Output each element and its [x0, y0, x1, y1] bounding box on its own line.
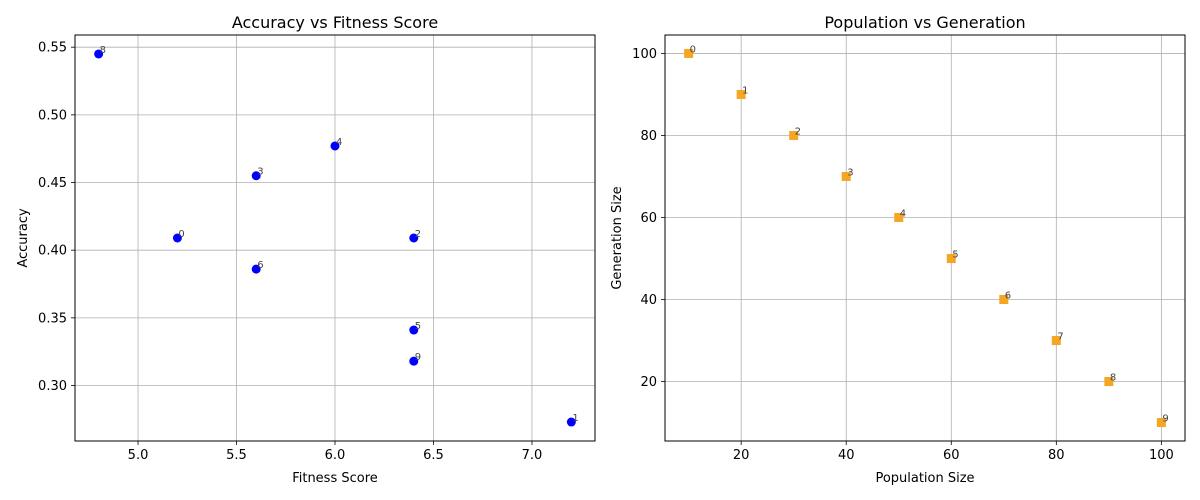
y-ticks: 0.30 0.35 0.40 0.45 0.50 0.55 [38, 41, 75, 394]
point-label: 4 [900, 208, 906, 219]
y-tick-label: 20 [640, 375, 657, 390]
point-label: 0 [178, 229, 184, 240]
point-label: 1 [742, 85, 748, 96]
point-label: 2 [795, 126, 801, 137]
y-tick-label: 0.40 [38, 244, 67, 259]
data-point [1156, 418, 1166, 428]
point-label: 7 [1057, 332, 1063, 343]
data-point [409, 325, 419, 335]
grid [665, 35, 1185, 441]
x-tick-label: 6.0 [325, 448, 346, 463]
plot-frame [74, 34, 596, 442]
x-axis-label: Population Size [875, 471, 974, 486]
x-tick-label: 80 [1048, 448, 1065, 463]
data-point [841, 171, 851, 181]
y-tick-label: 0.45 [38, 176, 67, 191]
data-point [1051, 336, 1061, 346]
data-point [94, 49, 104, 59]
x-axis-label: Fitness Score [292, 471, 378, 486]
chart-title: Population vs Generation [824, 13, 1025, 32]
point-label: 6 [257, 260, 263, 271]
plot-frame [664, 34, 1186, 442]
point-label: 3 [257, 167, 263, 178]
y-tick-label: 60 [640, 211, 657, 226]
x-tick-label: 60 [943, 448, 960, 463]
x-tick-label: 6.5 [423, 448, 444, 463]
point-label: 1 [572, 413, 578, 424]
point-label: 2 [415, 229, 421, 240]
x-tick-label: 20 [733, 448, 750, 463]
point-label: 9 [415, 352, 421, 363]
y-tick-label: 40 [640, 293, 657, 308]
x-ticks: 20 40 60 80 100 [733, 441, 1174, 463]
y-ticks: 20 40 60 80 100 [632, 47, 665, 390]
point-label: 8 [1110, 373, 1116, 384]
data-point [251, 264, 261, 274]
point-label: 3 [847, 167, 853, 178]
data-point [684, 48, 694, 58]
grid [75, 35, 595, 441]
data-point [330, 141, 340, 151]
data-point [946, 254, 956, 264]
x-tick-label: 7.0 [522, 448, 543, 463]
x-tick-label: 5.0 [128, 448, 149, 463]
data-point [999, 295, 1009, 305]
y-axis-label: Generation Size [610, 186, 625, 289]
data-point [251, 171, 261, 181]
y-tick-label: 0.55 [38, 41, 67, 56]
data-point [172, 233, 182, 243]
x-tick-label: 5.5 [226, 448, 247, 463]
points: 0 1 2 3 4 5 6 8 9 [94, 45, 579, 427]
data-point [409, 356, 419, 366]
y-tick-label: 0.50 [38, 108, 67, 123]
point-label: 5 [952, 250, 958, 261]
x-tick-label: 100 [1149, 448, 1174, 463]
y-tick-label: 0.30 [38, 379, 67, 394]
point-label: 8 [100, 45, 106, 56]
point-label: 5 [415, 321, 421, 332]
data-point [1104, 377, 1114, 387]
data-point [566, 417, 576, 427]
chart-accuracy-vs-fitness: Accuracy vs Fitness Score 5.0 5.5 6.0 6.5 7.… [16, 13, 596, 486]
x-ticks: 5.0 5.5 6.0 6.5 7.0 [128, 441, 543, 463]
y-tick-label: 0.35 [38, 311, 67, 326]
data-point [789, 130, 799, 140]
point-label: 0 [690, 44, 696, 55]
data-point [409, 233, 419, 243]
point-label: 6 [1005, 291, 1011, 302]
point-label: 4 [336, 137, 342, 148]
y-tick-label: 100 [632, 47, 657, 62]
point-label: 9 [1162, 414, 1168, 425]
x-tick-label: 40 [838, 448, 855, 463]
points: 0 1 2 3 4 5 6 7 8 9 [684, 44, 1169, 428]
data-point [894, 212, 904, 222]
chart-title: Accuracy vs Fitness Score [232, 13, 438, 32]
chart-population-vs-generation: Population vs Generation 20 40 60 80 100 204… [610, 13, 1186, 486]
data-point [736, 89, 746, 99]
y-axis-label: Accuracy [16, 208, 31, 268]
y-tick-label: 80 [640, 129, 657, 144]
